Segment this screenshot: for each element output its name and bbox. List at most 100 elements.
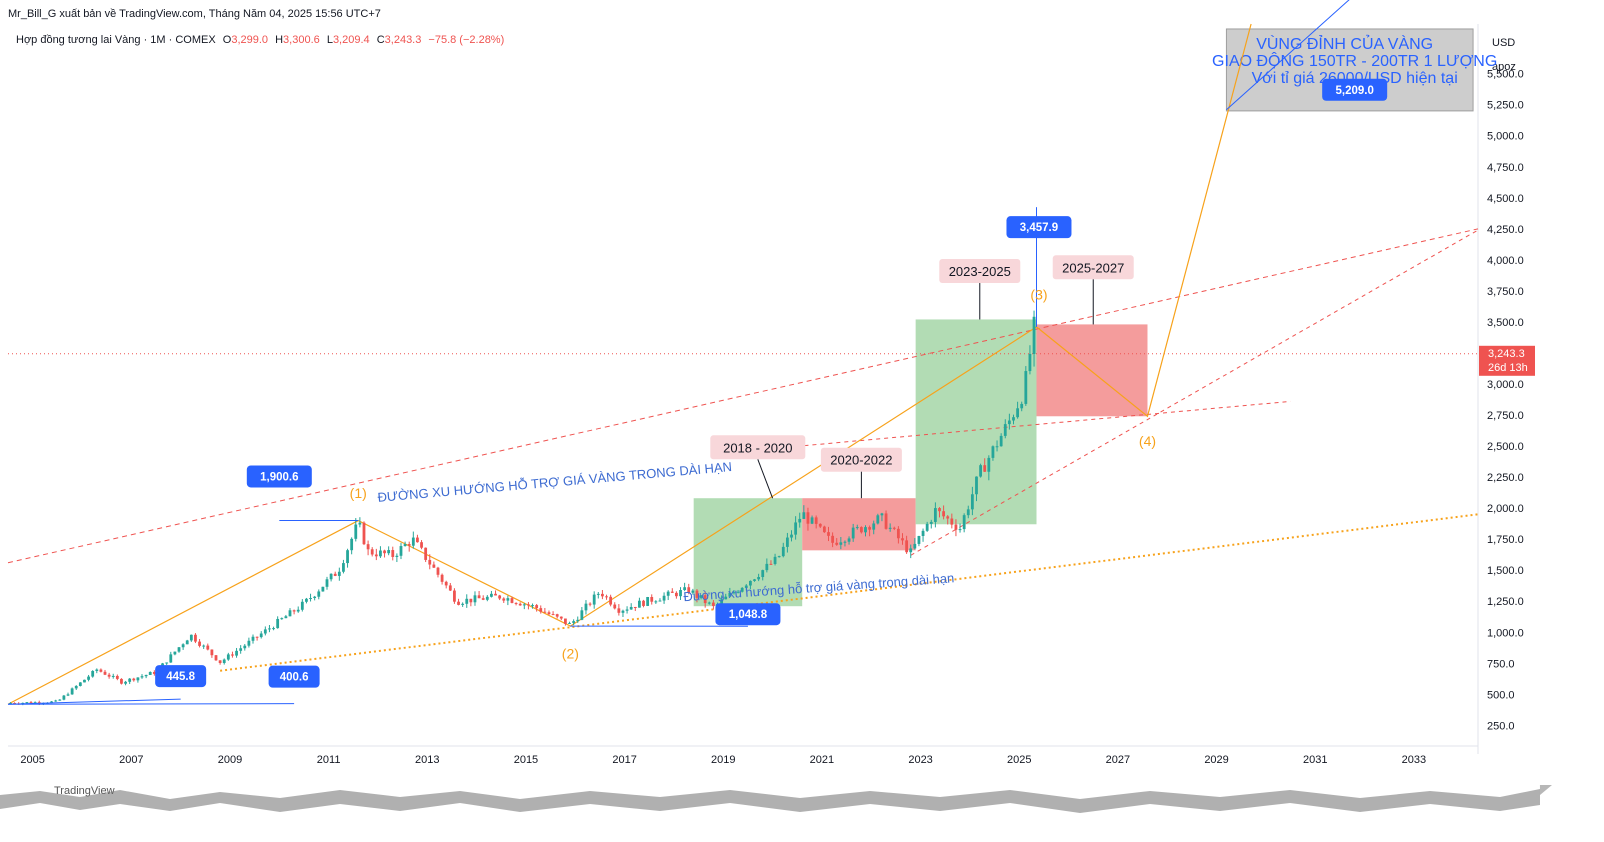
period-label: 2025-2027 [1062, 260, 1124, 275]
candle-body [699, 595, 703, 598]
candle-body [588, 603, 592, 605]
candle-body [753, 579, 756, 581]
y-tick-label: 2,500.0 [1487, 441, 1524, 453]
top-zone-text: VÙNG ĐỈNH CỦA VÀNG [1256, 34, 1433, 53]
candle-body [490, 593, 493, 597]
price-label: 445.8 [166, 671, 195, 683]
x-tick-label: 2011 [317, 754, 341, 766]
candle-body [115, 675, 119, 679]
candle-body [370, 549, 374, 555]
x-tick-label: 2005 [20, 754, 44, 766]
candle-body [354, 524, 358, 539]
candle-body [913, 543, 917, 549]
candle-body [1028, 353, 1032, 372]
period-label: 2023-2025 [949, 264, 1011, 279]
candle-body [185, 640, 189, 645]
candle-body [958, 529, 962, 531]
candle-body [999, 435, 1003, 447]
candle-body [428, 559, 432, 565]
y-tick-label: 5,500.0 [1487, 69, 1524, 81]
x-tick-label: 2021 [810, 754, 834, 766]
candle-body [872, 523, 876, 530]
candle-body [194, 634, 197, 642]
candle-body [276, 618, 280, 629]
last-price-value: 3,243.3 [1488, 348, 1525, 360]
candle-body [296, 609, 300, 612]
candle-body [535, 605, 539, 609]
candle-body [268, 628, 271, 630]
candle-body [251, 636, 255, 641]
connector-445 [7, 698, 181, 705]
candle-body [950, 518, 954, 525]
candle-body [638, 600, 641, 608]
candle-body [827, 532, 830, 536]
candle-body [74, 685, 78, 689]
candle-body [601, 593, 604, 597]
candle-body [909, 548, 913, 553]
price-label-box [246, 465, 312, 488]
candle-body [387, 550, 391, 554]
candle-body [568, 622, 571, 624]
candle-body [189, 634, 193, 641]
candle-body [1007, 420, 1011, 425]
candle-body [970, 494, 974, 510]
candle-body [403, 544, 407, 547]
price-label-box [715, 603, 781, 626]
candle-body [444, 581, 448, 586]
candle-body [120, 678, 123, 684]
candle-body [461, 603, 465, 605]
candle-body [407, 544, 411, 546]
period-label-box [710, 435, 806, 460]
scale-mode-label[interactable]: apoz [1492, 61, 1516, 73]
y-tick-label: 1,000.0 [1487, 627, 1524, 639]
candle-body [905, 540, 909, 553]
candle-body [33, 702, 37, 704]
candle-body [95, 669, 99, 671]
candle-body [420, 542, 423, 548]
price-chart[interactable]: 250.0 500.0 750.0 1,000.0 1,250.0 1,500.0 1,75… [0, 0, 1535, 790]
candle-body [683, 587, 687, 591]
candle-body [921, 530, 925, 536]
candle-body [707, 602, 711, 604]
candle-body [477, 595, 481, 599]
y-tick-label: 5,250.0 [1487, 100, 1524, 112]
h-value: 3,300.6 [283, 34, 320, 46]
candle-body [732, 592, 736, 594]
candle-body [551, 614, 555, 616]
candle-body [132, 678, 136, 681]
y-tick-label: 4,750.0 [1487, 162, 1524, 174]
torn-edge-shadow [0, 785, 1552, 813]
candle-body [946, 516, 950, 519]
x-tick-label: 2027 [1106, 754, 1130, 766]
candle-body [292, 610, 296, 612]
candle-body [666, 591, 670, 596]
candle-body [226, 654, 230, 660]
y-tick-label: 4,000.0 [1487, 255, 1524, 267]
currency-label[interactable]: USD [1492, 37, 1516, 49]
symbol-label[interactable]: Hợp đồng tương lai Vàng · 1M · COMEX [16, 34, 216, 46]
candle-body [99, 669, 103, 672]
candle-body [769, 563, 773, 565]
candle-body [177, 647, 181, 652]
h-label: H [275, 34, 284, 46]
candle-body [662, 595, 666, 601]
candle-body [543, 611, 547, 613]
candle-body [498, 595, 502, 599]
candle-body [416, 537, 419, 543]
candle-body [202, 645, 206, 647]
candle-body [966, 509, 970, 516]
x-tick-label: 2017 [612, 754, 636, 766]
candle-body [300, 601, 304, 610]
o-label: O [222, 34, 232, 46]
candle-body [473, 595, 477, 603]
candle-body [613, 604, 617, 609]
candle-body [329, 573, 333, 580]
candle-body [481, 598, 485, 600]
candles-group [9, 310, 1036, 706]
c-label: C [376, 34, 385, 46]
candle-body [835, 542, 839, 545]
candle-body [814, 517, 818, 524]
connector-400 [7, 703, 295, 705]
candle-body [983, 465, 987, 472]
candle-body [564, 618, 567, 624]
